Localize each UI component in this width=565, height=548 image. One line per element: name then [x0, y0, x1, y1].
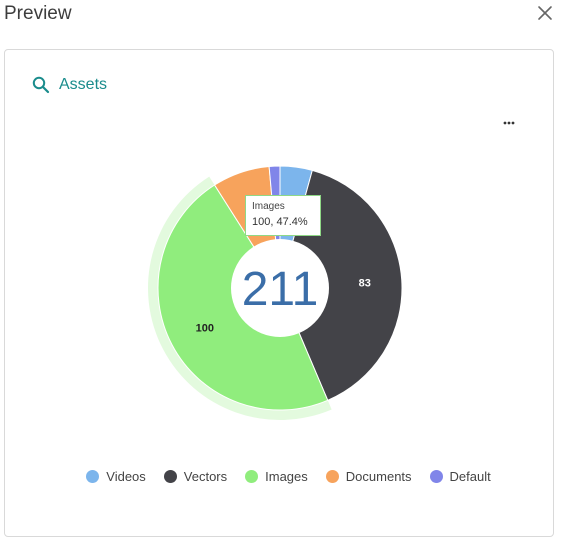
legend-swatch: [325, 470, 339, 483]
chart-tooltip: Images 100, 47.4%: [245, 195, 321, 236]
legend-swatch: [86, 470, 100, 483]
dialog-title: Preview: [4, 3, 72, 24]
legend-swatch: [245, 470, 259, 483]
legend-label: Documents: [345, 469, 412, 484]
tooltip-title: Images: [252, 201, 285, 212]
donut-total: 211: [242, 263, 319, 316]
more-horizontal-icon: [503, 121, 515, 125]
donut-center: [231, 239, 329, 337]
legend-swatch: [163, 470, 177, 483]
close-button[interactable]: [535, 3, 555, 23]
tooltip-value: 100, 47.4%: [252, 216, 308, 228]
legend-swatch: [429, 470, 443, 483]
assets-header-link[interactable]: Assets: [32, 76, 107, 94]
more-options-button[interactable]: [502, 115, 520, 127]
legend-label: Default: [449, 469, 491, 484]
close-icon: [538, 6, 552, 20]
data-label-vectors: 83: [359, 277, 371, 289]
card-title: Assets: [59, 76, 108, 93]
data-label-images: 100: [196, 323, 214, 335]
legend-item-default[interactable]: Default: [429, 469, 491, 484]
chart-legend: Videos Vectors Images Documents Default: [0, 469, 565, 484]
legend-item-documents[interactable]: Documents: [325, 469, 412, 484]
legend-item-images[interactable]: Images: [245, 469, 308, 484]
legend-item-vectors[interactable]: Vectors: [163, 469, 228, 484]
legend-item-videos[interactable]: Videos: [86, 469, 146, 484]
legend-label: Vectors: [183, 469, 228, 484]
search-icon: [32, 76, 50, 94]
legend-label: Videos: [106, 469, 146, 484]
legend-label: Images: [265, 469, 308, 484]
